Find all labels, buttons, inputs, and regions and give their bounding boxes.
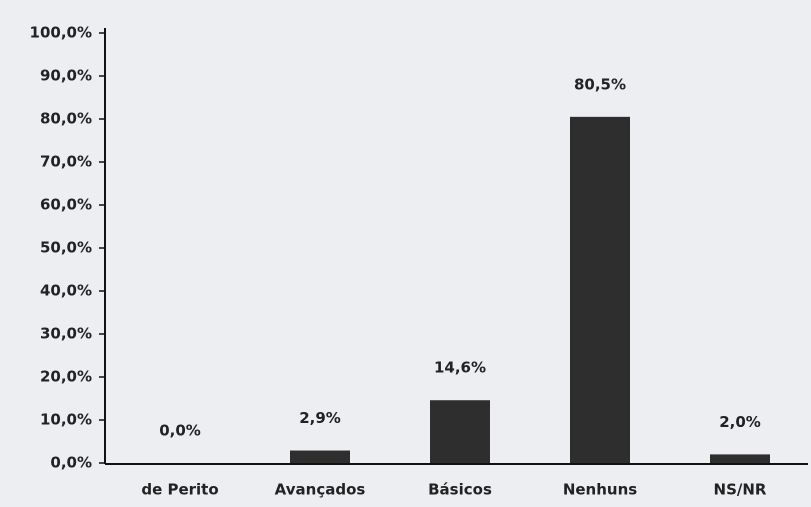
y-tick-label: 90,0% xyxy=(40,67,92,85)
value-label: 14,6% xyxy=(434,359,486,377)
y-tick-label: 80,0% xyxy=(40,110,92,128)
y-tick-label: 10,0% xyxy=(40,411,92,429)
y-tick-label: 20,0% xyxy=(40,368,92,386)
bar xyxy=(570,116,630,463)
bar xyxy=(290,450,350,463)
value-label: 80,5% xyxy=(574,75,626,93)
y-tick-label: 40,0% xyxy=(40,282,92,300)
x-tick-label: Nenhuns xyxy=(563,481,637,499)
y-tick-label: 30,0% xyxy=(40,325,92,343)
y-tick-label: 100,0% xyxy=(30,24,92,42)
bar xyxy=(430,400,490,463)
x-tick-label: NS/NR xyxy=(714,481,767,499)
y-tick-label: 60,0% xyxy=(40,196,92,214)
value-label: 2,0% xyxy=(719,413,761,431)
y-tick-label: 50,0% xyxy=(40,239,92,257)
y-tick-label: 70,0% xyxy=(40,153,92,171)
bar xyxy=(710,454,770,463)
value-label: 2,9% xyxy=(299,409,341,427)
y-tick-label: 0,0% xyxy=(50,454,92,472)
x-tick-label: Básicos xyxy=(428,481,492,499)
x-tick-label: Avançados xyxy=(275,481,366,499)
value-label: 0,0% xyxy=(159,422,201,440)
x-tick-label: de Perito xyxy=(141,481,218,499)
